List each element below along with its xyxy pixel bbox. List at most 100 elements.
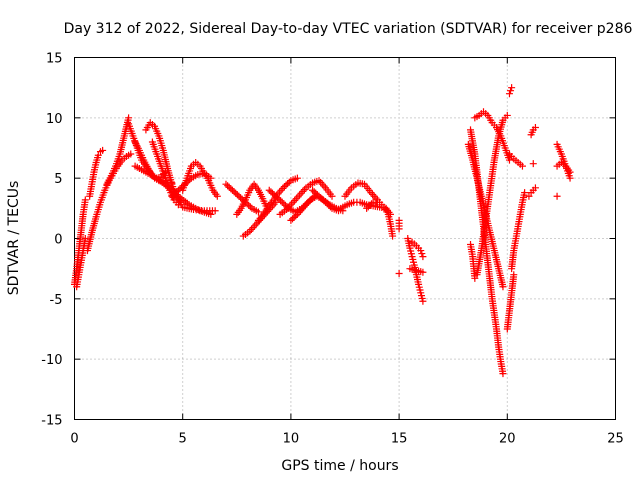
data-point: [213, 192, 221, 200]
data-point: [389, 232, 397, 240]
data-point: [418, 250, 426, 258]
y-tick-label: -5: [50, 293, 63, 308]
data-point: [186, 176, 194, 184]
data-points: [71, 84, 574, 378]
data-point: [184, 177, 192, 185]
data-point: [521, 189, 529, 197]
y-tick-label: 5: [54, 172, 62, 187]
data-point: [505, 156, 513, 164]
data-point: [225, 183, 233, 191]
data-point: [323, 200, 331, 208]
data-point: [395, 269, 403, 277]
data-point: [273, 194, 281, 202]
data-point: [287, 216, 295, 224]
data-point: [312, 189, 320, 197]
data-point: [363, 204, 371, 212]
data-point: [419, 268, 427, 276]
data-point: [553, 192, 561, 200]
data-point: [503, 111, 511, 119]
data-point: [368, 200, 376, 208]
data-point: [318, 195, 326, 203]
y-tick-label: 10: [46, 112, 63, 127]
data-point: [182, 179, 190, 187]
data-point: [293, 174, 301, 182]
data-point: [566, 168, 574, 176]
data-point: [81, 196, 89, 204]
data-point: [310, 188, 318, 196]
data-point: [176, 185, 184, 193]
data-point: [179, 182, 187, 190]
data-point: [320, 197, 328, 205]
data-point: [395, 225, 403, 233]
data-point: [254, 208, 262, 216]
data-point: [499, 370, 507, 378]
data-point: [265, 186, 273, 194]
data-point: [531, 184, 539, 192]
data-point: [207, 210, 215, 218]
data-point: [99, 146, 107, 154]
data-point: [168, 192, 176, 200]
data-point: [419, 297, 427, 305]
y-axis-label: SDTVAR / TECUs: [6, 181, 22, 296]
data-point: [364, 203, 372, 211]
data-point: [227, 185, 235, 193]
data-point: [525, 192, 533, 200]
data-point: [277, 197, 285, 205]
data-point: [233, 191, 241, 199]
x-tick-label: 20: [499, 432, 516, 447]
data-point: [417, 247, 425, 255]
x-tick-label: 10: [283, 432, 300, 447]
data-point: [267, 188, 275, 196]
data-point: [237, 194, 245, 202]
data-point: [531, 123, 539, 131]
data-point: [278, 198, 286, 206]
data-point: [232, 189, 240, 197]
data-point: [285, 178, 293, 186]
data-point: [245, 201, 253, 209]
data-point: [366, 201, 374, 209]
plot-frame: [74, 57, 616, 420]
data-point: [471, 274, 479, 282]
data-point: [94, 151, 102, 159]
x-tick-label: 5: [179, 432, 187, 447]
data-point: [211, 207, 219, 215]
data-point: [125, 114, 133, 122]
data-point: [170, 191, 178, 199]
data-point: [127, 150, 135, 158]
data-point: [326, 203, 334, 211]
data-point: [178, 183, 186, 191]
data-point: [518, 162, 526, 170]
x-axis-label: GPS time / hours: [281, 458, 398, 474]
data-point: [230, 188, 238, 196]
data-point: [275, 195, 283, 203]
y-tick-label: 15: [46, 52, 63, 67]
x-tick-labels: 0 5 10 15 20 25: [70, 432, 623, 447]
data-point: [171, 189, 179, 197]
data-point: [292, 212, 300, 220]
data-point: [508, 84, 516, 92]
x-tick-label: 15: [391, 432, 408, 447]
data-point: [322, 198, 330, 206]
data-point: [507, 87, 515, 95]
data-point: [566, 174, 574, 182]
data-point: [510, 271, 518, 279]
data-point: [81, 235, 89, 242]
data-point: [505, 90, 513, 98]
data-point: [499, 283, 507, 291]
data-point: [284, 180, 292, 188]
data-point: [289, 215, 297, 223]
data-point: [173, 188, 181, 196]
y-tick-label: -10: [41, 353, 62, 368]
data-point: [290, 213, 298, 221]
data-point: [181, 180, 189, 188]
data-point: [280, 200, 288, 208]
data-point: [315, 192, 323, 200]
data-point: [222, 180, 230, 188]
data-point: [529, 160, 537, 168]
chart-title: Day 312 of 2022, Sidereal Day-to-day VTE…: [64, 21, 633, 37]
data-point: [224, 182, 232, 190]
data-point: [282, 181, 290, 189]
data-point: [317, 194, 325, 202]
